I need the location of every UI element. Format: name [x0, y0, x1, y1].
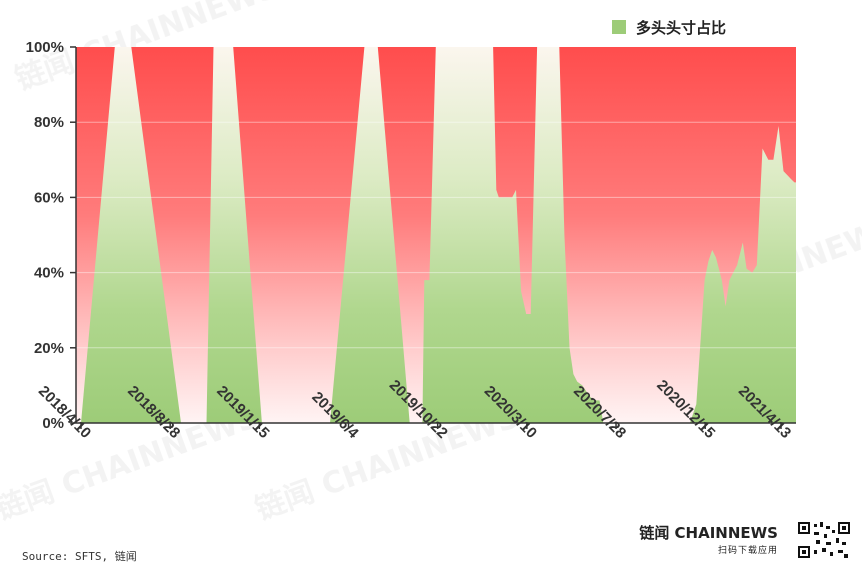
y-tick-label: 40%: [34, 265, 64, 282]
y-tick-label: 60%: [34, 189, 64, 206]
y-tick-label: 100%: [26, 39, 64, 56]
y-tick-label: 0%: [42, 415, 64, 432]
long-position-area: [76, 47, 796, 423]
legend-swatch: [612, 20, 626, 34]
legend-label: 多头头寸占比: [636, 19, 726, 37]
qr-code-icon: [796, 520, 852, 560]
y-axis: 0% 20% 40% 60% 80% 100%: [26, 39, 77, 432]
source-note: Source: SFTS, 链闻: [22, 550, 137, 563]
y-tick-label: 80%: [34, 114, 64, 131]
y-tick-label: 20%: [34, 340, 64, 357]
brand-logo-subtext: 扫码下载应用: [717, 546, 778, 556]
gridlines: [76, 121, 796, 349]
brand-logo: 链闻 CHAINNEWS 扫码下载应用: [639, 522, 778, 556]
legend: 多头头寸占比: [612, 19, 726, 37]
brand-logo-text: 链闻 CHAINNEWS: [639, 524, 778, 542]
